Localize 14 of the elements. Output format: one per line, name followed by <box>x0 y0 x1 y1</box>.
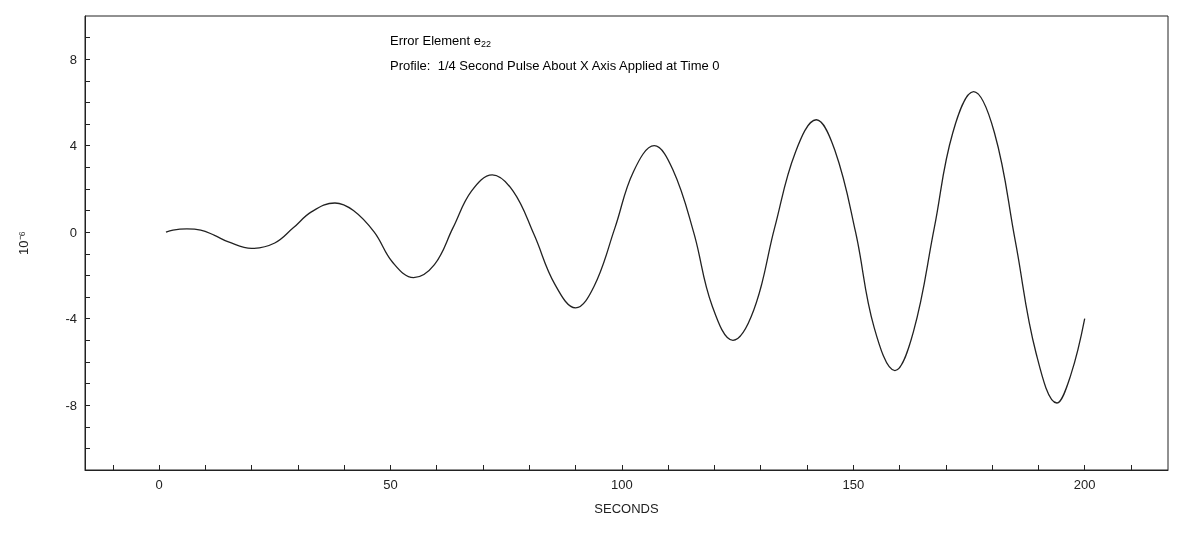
x-tick-label: 150 <box>842 477 865 492</box>
line-series <box>165 91 1086 404</box>
y-axis-title: 10⁻⁶ <box>16 231 31 255</box>
x-tick-label: 0 <box>155 477 163 492</box>
x-tick-label: 50 <box>383 477 398 492</box>
y-tick-label: -4 <box>65 311 77 327</box>
y-tick-label: 8 <box>69 51 77 67</box>
y-tick-label: 4 <box>69 138 77 154</box>
annotation: Profile: 1/4 Second Pulse About X Axis Applied at Time 0 <box>390 58 720 73</box>
x-axis-title: SECONDS <box>594 501 659 516</box>
x-tick-label: 200 <box>1073 477 1096 492</box>
x-tick-label: 100 <box>611 477 633 492</box>
y-tick-label: -8 <box>65 397 77 413</box>
y-tick-label: 0 <box>69 224 77 240</box>
